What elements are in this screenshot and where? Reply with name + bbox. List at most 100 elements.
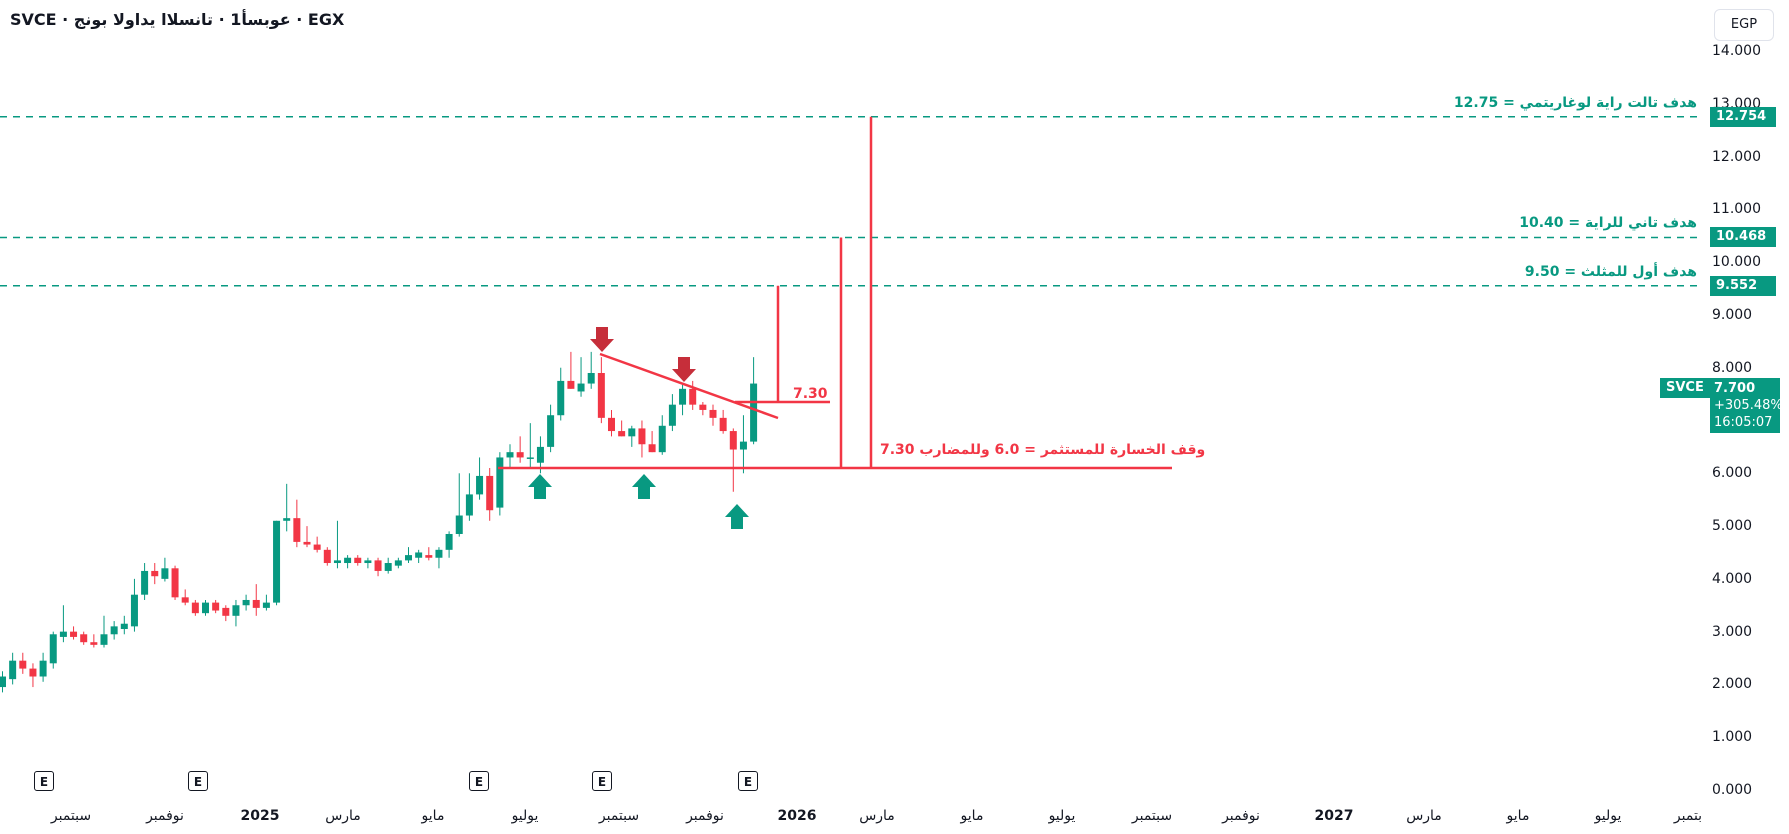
price-tick-label: 2.000 — [1712, 676, 1753, 693]
candle — [0, 676, 6, 688]
earnings-marker[interactable]: E — [592, 771, 612, 791]
candle — [506, 452, 514, 458]
candle — [750, 383, 758, 442]
target-price-badge: 12.754 — [1710, 106, 1776, 127]
candle — [323, 549, 331, 564]
candle — [709, 409, 717, 418]
price-tick-label: 11.000 — [1712, 201, 1761, 218]
last-price-value: 7.700 — [1714, 381, 1756, 396]
time-tick-label: نوفمبر — [686, 808, 724, 824]
currency-selector[interactable]: EGP — [1714, 9, 1774, 41]
time-tick-label: بتمبر — [1673, 808, 1703, 824]
candle — [567, 380, 575, 389]
candle — [202, 602, 209, 614]
candle — [415, 552, 423, 558]
last-price-badge: 7.700 +305.48% 16:05:07 — [1710, 378, 1783, 433]
candle — [262, 602, 270, 608]
time-tick-label: نوفمبر — [1222, 808, 1260, 824]
time-tick-label: نوفمبر — [146, 808, 184, 824]
candle — [658, 425, 666, 453]
candle — [90, 642, 98, 645]
time-tick-label: يوليو — [1594, 808, 1622, 824]
last-price-symbol-tag: SVCE — [1660, 378, 1710, 398]
price-tick-label: 1.000 — [1712, 729, 1753, 746]
time-tick-label: مارس — [859, 808, 895, 824]
candle — [333, 560, 341, 564]
price-tick-label: 0.000 — [1712, 782, 1753, 798]
earnings-marker[interactable]: E — [738, 771, 758, 791]
time-tick-label: سبتمبر — [50, 808, 92, 824]
resistance-touch-arrow — [590, 327, 614, 352]
candle — [242, 599, 250, 606]
time-tick-label: يوليو — [511, 808, 539, 824]
target-label: هدف أول للمثلث = 9.50 — [1524, 263, 1697, 280]
candle — [557, 380, 565, 416]
last-price-change: +305.48% — [1714, 398, 1783, 413]
candle — [19, 660, 27, 669]
candle — [100, 634, 108, 645]
candle — [587, 372, 595, 384]
candle — [151, 570, 159, 577]
candle — [161, 568, 169, 579]
target-label: هدف تاني للراية = 10.40 — [1519, 215, 1697, 232]
chart-title: SVCE · عوبسأ1 · تانسلاا يداولا بونج · EG… — [10, 10, 345, 29]
price-tick-label: 3.000 — [1712, 623, 1753, 640]
support-touch-arrow — [632, 474, 656, 499]
candle — [49, 634, 57, 664]
candle — [729, 431, 737, 450]
candle — [120, 623, 128, 630]
candle — [283, 518, 291, 521]
candle — [577, 383, 585, 392]
candle — [80, 634, 88, 643]
candle — [618, 431, 626, 437]
price-chart[interactable] — [0, 0, 1700, 834]
candle — [9, 660, 17, 680]
time-tick-label: 2027 — [1314, 808, 1354, 824]
candle — [364, 560, 372, 564]
candle — [547, 415, 555, 447]
candle — [293, 518, 301, 542]
candle — [141, 570, 149, 595]
candle — [608, 417, 615, 432]
candle — [273, 520, 281, 603]
candle — [455, 515, 463, 534]
candle — [689, 388, 697, 405]
time-tick-label: 2025 — [240, 808, 280, 824]
candle — [171, 568, 179, 598]
candle — [638, 428, 646, 445]
candle — [445, 533, 453, 550]
stop-loss-label: وقف الخسارة للمستثمر = 6.0 وللمضارب 7.30 — [880, 442, 1206, 458]
candle — [739, 441, 747, 450]
price-tick-label: 9.000 — [1712, 306, 1753, 323]
candle — [597, 372, 605, 418]
candle — [39, 660, 47, 677]
time-tick-label: يوليو — [1048, 808, 1076, 824]
candle — [191, 602, 199, 614]
candle — [628, 428, 636, 437]
candle — [516, 452, 524, 458]
last-price-countdown: 16:05:07 — [1714, 415, 1773, 430]
time-tick-label: سبتمبر — [1131, 808, 1173, 824]
candle — [344, 557, 352, 564]
earnings-marker[interactable]: E — [188, 771, 208, 791]
candle — [526, 457, 534, 459]
candle — [476, 475, 484, 495]
candle — [70, 631, 78, 637]
candle — [679, 388, 687, 405]
candle — [212, 602, 220, 611]
candle — [496, 457, 504, 508]
earnings-marker[interactable]: E — [34, 771, 54, 791]
price-tick-label: 14.000 — [1712, 43, 1761, 59]
time-tick-label: مايو — [960, 808, 984, 824]
price-tick-label: 5.000 — [1712, 518, 1753, 535]
entry-level-label: 7.30 — [793, 386, 828, 402]
candle — [313, 544, 321, 550]
earnings-marker[interactable]: E — [469, 771, 489, 791]
candle — [29, 668, 37, 677]
candle — [536, 446, 544, 463]
descending-trendline — [599, 352, 779, 420]
support-touch-arrow — [725, 504, 749, 529]
price-tick-label: 8.000 — [1712, 359, 1753, 376]
price-tick-label: 12.000 — [1712, 148, 1761, 165]
candle — [435, 549, 443, 558]
